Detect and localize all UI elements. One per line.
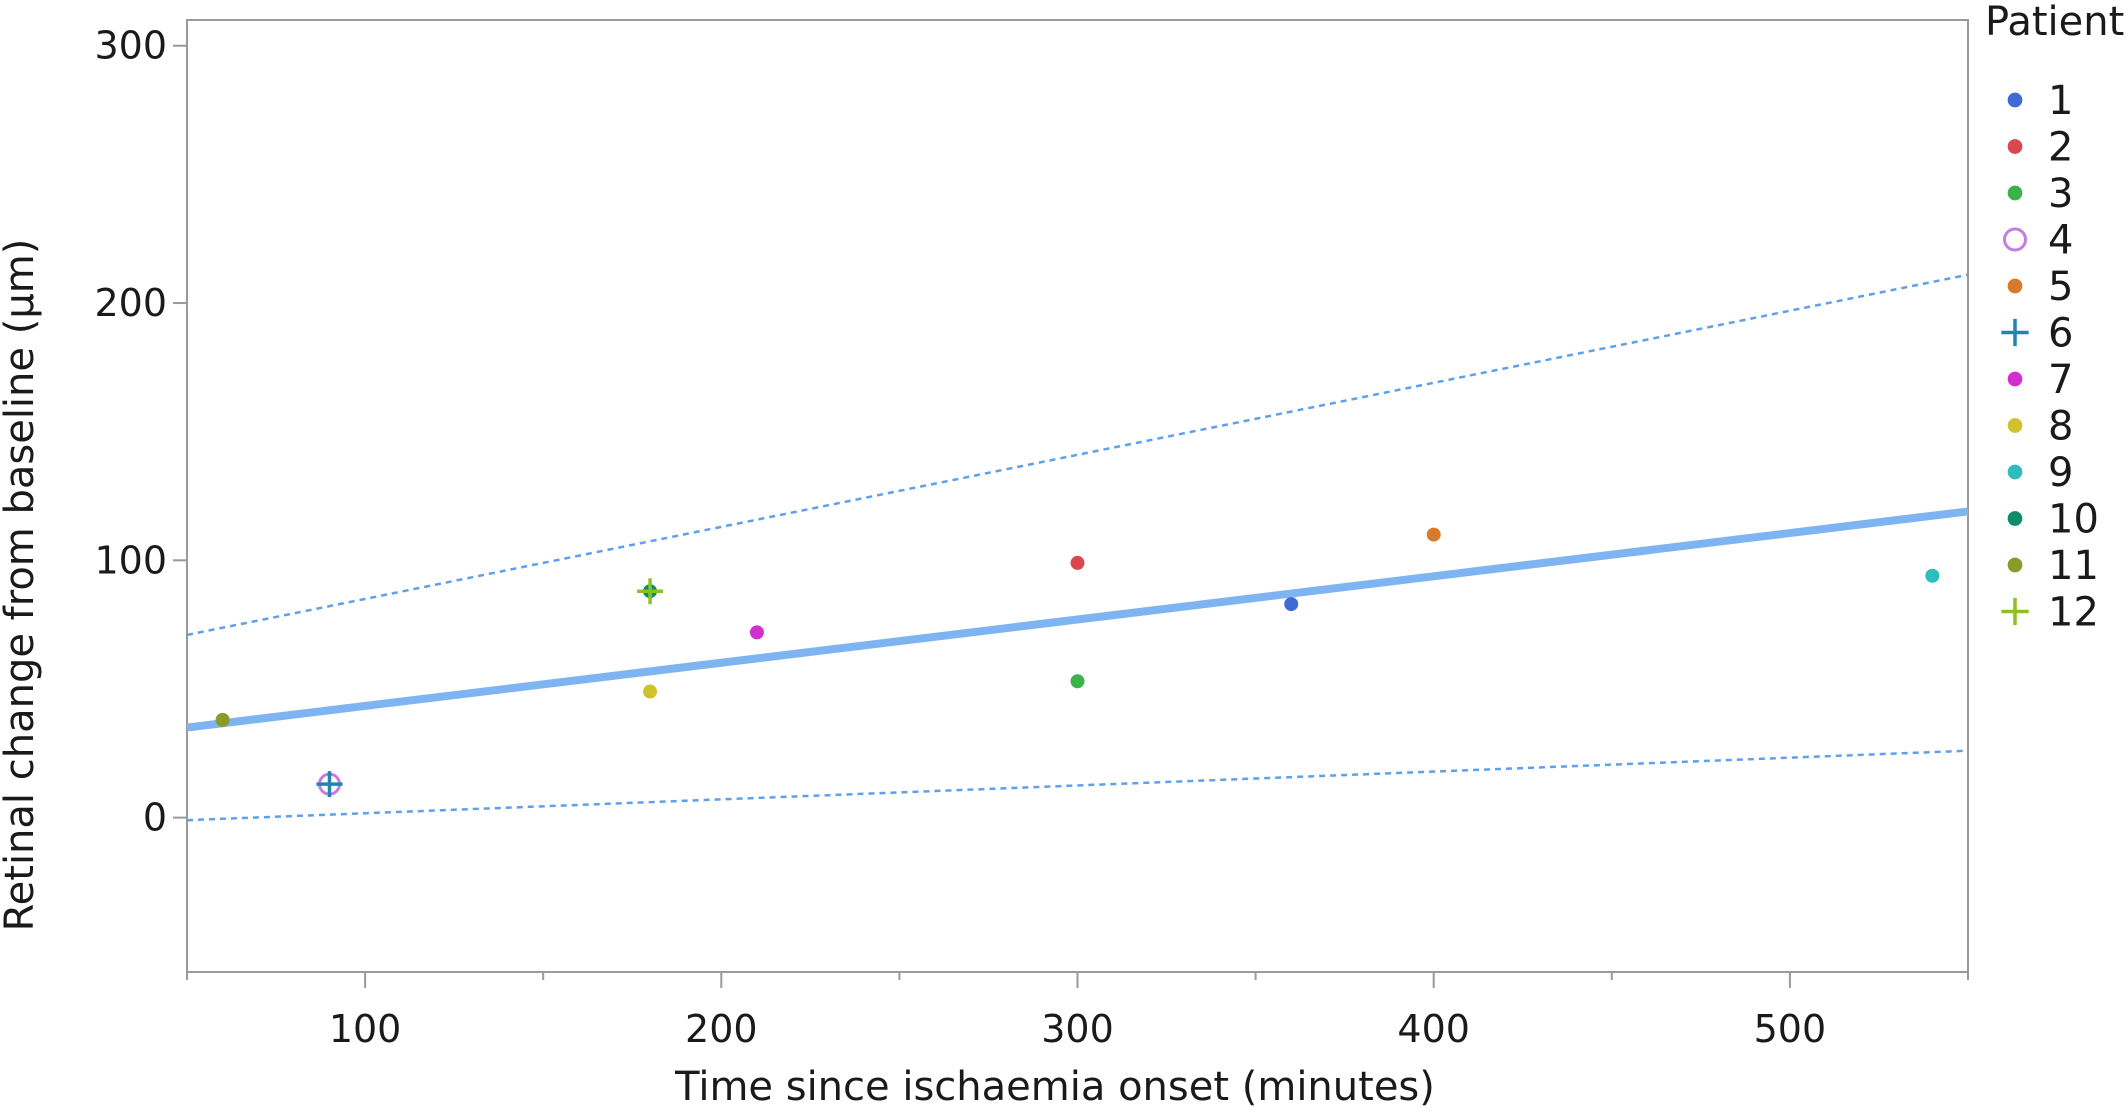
legend-marker	[2003, 227, 2027, 252]
legend-label: 2	[2048, 125, 2073, 171]
legend-label: 6	[2048, 311, 2073, 357]
legend-item-2: 2	[2007, 125, 2073, 171]
legend-marker	[2007, 139, 2023, 154]
legend-marker	[2007, 511, 2023, 526]
legend-item-9: 9	[2007, 450, 2073, 496]
plot-frame	[186, 19, 1969, 973]
fit-line	[186, 507, 1969, 732]
legend-item-8: 8	[2007, 404, 2073, 450]
x-tick-label: 300	[1041, 1007, 1114, 1051]
legend-label: 1	[2048, 78, 2073, 124]
data-point-patient-12	[637, 578, 664, 605]
data-point-patient-11	[215, 712, 230, 727]
legend-item-5: 5	[2007, 264, 2073, 310]
x-tick-label: 200	[685, 1007, 758, 1051]
legend-label: 9	[2048, 450, 2073, 496]
data-point-patient-3	[1070, 674, 1085, 689]
data-point-patient-9	[1925, 568, 1940, 583]
legend-item-4: 4	[2003, 218, 2073, 264]
plot-area	[186, 19, 1969, 973]
confidence-upper-line	[186, 273, 1969, 637]
data-point-patient-8	[643, 684, 658, 699]
y-axis-title: Retinal change from baseline (µm)	[0, 239, 43, 932]
legend-marker	[2007, 464, 2023, 480]
x-tick-label: 400	[1397, 1007, 1470, 1051]
legend-label: 4	[2048, 218, 2073, 264]
legend-marker	[2007, 371, 2023, 387]
x-tick-label: 100	[329, 1007, 402, 1051]
legend-label: 5	[2048, 264, 2073, 310]
y-tick-label: 0	[143, 796, 167, 840]
data-point-patient-6	[316, 771, 343, 798]
legend-item-12: 12	[2001, 590, 2099, 636]
legend-item-11: 11	[2007, 543, 2099, 589]
legend-marker	[2007, 278, 2023, 294]
legend-marker	[2007, 92, 2023, 108]
legend-marker	[2007, 557, 2023, 573]
data-point-patient-5	[1426, 527, 1441, 542]
x-tick-label: 500	[1754, 1007, 1827, 1051]
legend-marker	[2007, 418, 2023, 433]
legend-label: 11	[2048, 543, 2099, 589]
legend-label: 3	[2048, 171, 2073, 217]
legend-item-1: 1	[2007, 78, 2073, 124]
y-tick-label: 100	[94, 538, 167, 582]
legend-item-6: 6	[2001, 311, 2073, 357]
legend-label: 8	[2048, 404, 2073, 450]
data-point-patient-2	[1070, 555, 1085, 570]
legend-marker	[2001, 318, 2029, 347]
legend-marker	[2007, 185, 2023, 201]
data-point-patient-1	[1284, 597, 1299, 612]
data-point-patient-7	[749, 625, 764, 640]
legend-item-10: 10	[2007, 497, 2099, 543]
confidence-lower-line	[186, 749, 1969, 822]
legend-label: 12	[2048, 590, 2099, 636]
legend-title: Patient	[1985, 0, 2124, 45]
legend-item-3: 3	[2007, 171, 2073, 217]
legend-label: 10	[2048, 497, 2099, 543]
y-tick-label: 200	[94, 281, 167, 325]
legend-label: 7	[2048, 357, 2073, 403]
y-tick-label: 300	[94, 24, 167, 68]
x-axis-title: Time since ischaemia onset (minutes)	[674, 1064, 1435, 1110]
legend-item-7: 7	[2007, 357, 2073, 403]
legend-marker	[2001, 597, 2029, 626]
y-axis: 0 100 200 300	[94, 24, 187, 840]
x-axis: 100 200 300 400 500	[186, 972, 1969, 1051]
